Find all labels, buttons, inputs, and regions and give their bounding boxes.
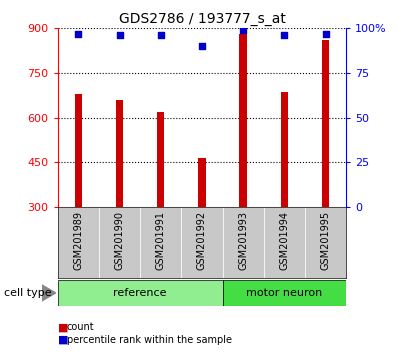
Polygon shape [42, 285, 56, 301]
Bar [140, 207, 181, 278]
Title: GDS2786 / 193777_s_at: GDS2786 / 193777_s_at [119, 12, 285, 26]
Text: GSM201992: GSM201992 [197, 211, 207, 270]
Point [158, 33, 164, 38]
Bar [222, 207, 264, 278]
Bar [99, 207, 140, 278]
Point [322, 31, 329, 36]
Bar [281, 92, 288, 207]
Point [240, 27, 246, 33]
Text: GSM201990: GSM201990 [115, 211, 125, 270]
Point [199, 43, 205, 49]
Bar [198, 158, 206, 207]
Text: GSM201994: GSM201994 [279, 211, 289, 270]
Point [75, 31, 82, 36]
Bar [74, 94, 82, 207]
Text: count: count [67, 322, 94, 332]
Bar [264, 207, 305, 278]
Bar [58, 207, 99, 278]
Text: percentile rank within the sample: percentile rank within the sample [67, 335, 232, 345]
Bar [222, 280, 346, 306]
Bar [157, 112, 164, 207]
Text: motor neuron: motor neuron [246, 288, 322, 298]
Text: GSM201991: GSM201991 [156, 211, 166, 270]
Bar [58, 280, 222, 306]
Text: ■: ■ [58, 335, 68, 345]
Point [116, 33, 123, 38]
Text: reference: reference [113, 288, 167, 298]
Text: GSM201989: GSM201989 [73, 211, 83, 270]
Bar [240, 34, 247, 207]
Bar [322, 40, 330, 207]
Text: ■: ■ [58, 322, 68, 332]
Text: GSM201995: GSM201995 [321, 211, 331, 270]
Bar [305, 207, 346, 278]
Text: GSM201993: GSM201993 [238, 211, 248, 270]
Point [281, 33, 288, 38]
Text: cell type: cell type [4, 288, 52, 298]
Bar [181, 207, 222, 278]
Bar [116, 100, 123, 207]
